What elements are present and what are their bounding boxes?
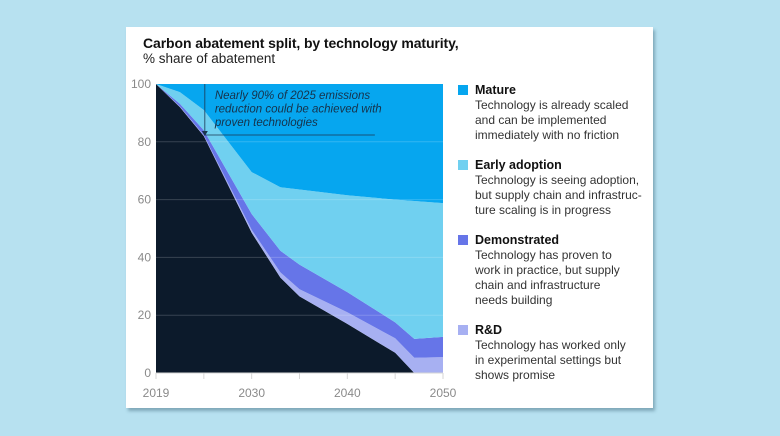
area-layers <box>156 84 443 373</box>
annotation-arrowhead <box>201 131 208 136</box>
legend-description: Technology is seeing adoption, <box>475 173 640 187</box>
y-tick-label: 100 <box>131 77 151 91</box>
legend-description: chain and infrastructure <box>475 278 601 292</box>
area-base <box>156 84 443 373</box>
legend-swatch <box>458 160 468 170</box>
chart-title: Carbon abatement split, by technology ma… <box>143 35 459 51</box>
area-mature <box>156 84 443 204</box>
legend-swatch <box>458 235 468 245</box>
annotation: Nearly 90% of 2025 emissions reduction co… <box>201 84 382 136</box>
legend-description: Technology has worked only <box>475 338 626 352</box>
legend-item: Demonstrated Technology has proven to work… <box>458 233 658 308</box>
area-demonstrated <box>156 84 443 358</box>
legend-title: R&D <box>475 323 503 337</box>
legend-description: work in practice, but supply <box>475 263 620 277</box>
y-tick-label: 20 <box>138 308 152 322</box>
legend-description: ture scaling is in progress <box>475 203 612 217</box>
y-tick-label: 60 <box>138 193 152 207</box>
legend-title: Mature <box>475 83 516 97</box>
area-rd <box>156 84 443 373</box>
chart-card: Carbon abatement split, by technology ma… <box>126 27 653 408</box>
legend-item: Mature Technology is already scaled and ca… <box>458 83 658 143</box>
gridlines <box>156 141 443 316</box>
legend: Mature Technology is already scaled and ca… <box>458 83 658 398</box>
legend-title: Early adoption <box>475 158 562 172</box>
y-tick-label: 0 <box>144 366 151 380</box>
annotation-text: proven technologies <box>214 117 318 129</box>
legend-description: Technology has proven to <box>475 248 612 262</box>
x-tick-label: 2030 <box>238 386 265 400</box>
legend-item: R&D Technology has worked only in experime… <box>458 323 658 383</box>
chart-subtitle: % share of abatement <box>143 51 276 66</box>
x-axis: 2019 2030 2040 2050 <box>143 372 457 400</box>
y-tick-label: 80 <box>138 135 152 149</box>
y-tick-label: 40 <box>138 250 152 264</box>
legend-swatch <box>458 85 468 95</box>
legend-item: Early adoption Technology is seeing adopt… <box>458 158 658 218</box>
x-tick-label: 2050 <box>430 386 457 400</box>
legend-description: needs building <box>475 293 553 307</box>
x-tick-label: 2040 <box>334 386 361 400</box>
annotation-text: Nearly 90% of 2025 emissions <box>215 90 371 102</box>
legend-description: in experimental settings but <box>475 353 622 367</box>
y-axis: 0 20 40 60 80 100 <box>131 77 151 380</box>
legend-swatch <box>458 325 468 335</box>
legend-description: shows promise <box>475 368 556 382</box>
legend-description: but supply chain and infrastruc- <box>475 188 642 202</box>
legend-description: and can be implemented <box>475 113 607 127</box>
x-tick-label: 2019 <box>143 386 170 400</box>
legend-title: Demonstrated <box>475 233 560 247</box>
legend-description: immediately with no friction <box>475 128 620 142</box>
legend-description: Technology is already scaled <box>475 98 629 112</box>
area-early <box>156 84 443 339</box>
annotation-text: reduction could be achieved with <box>215 104 382 116</box>
